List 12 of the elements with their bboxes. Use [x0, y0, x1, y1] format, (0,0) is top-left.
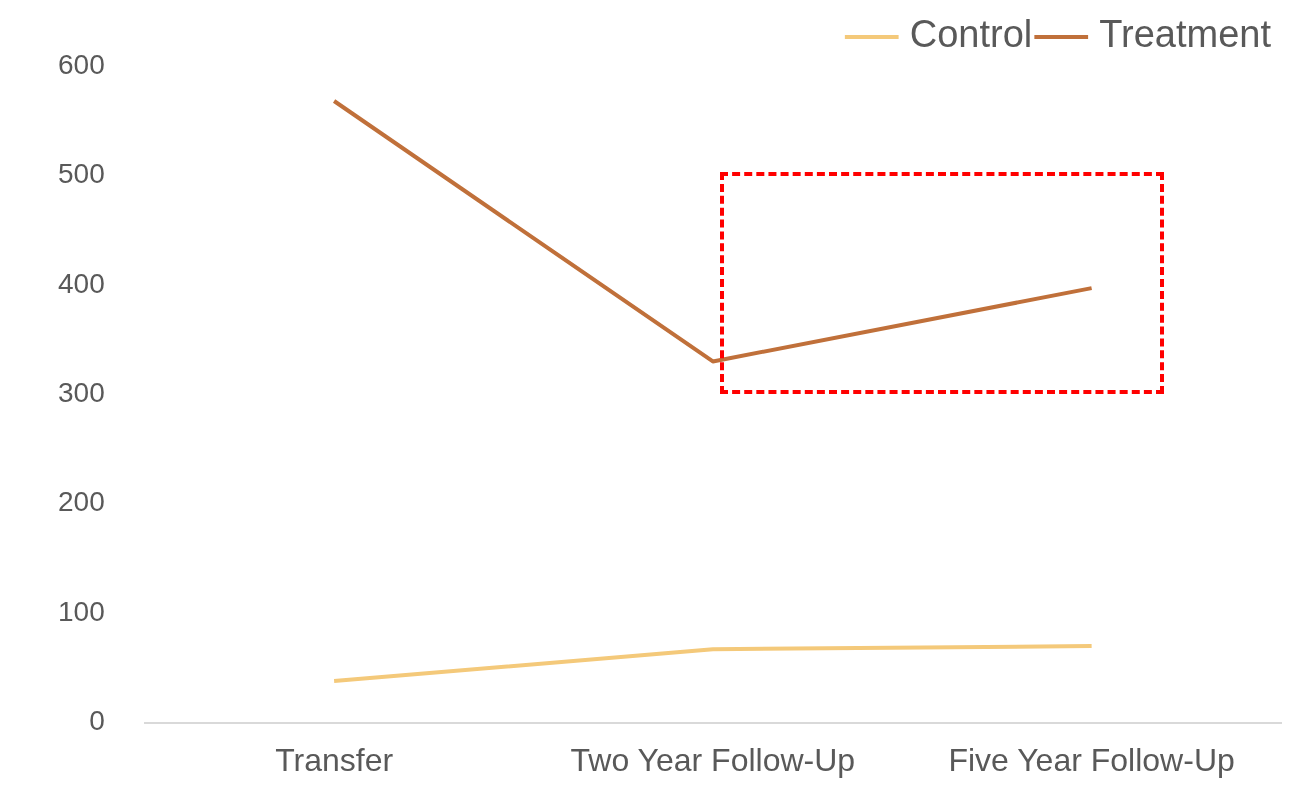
- y-tick-label: 100: [58, 595, 105, 627]
- y-tick-label: 400: [58, 267, 105, 299]
- y-tick-label: 200: [58, 486, 105, 518]
- x-tick-label: Transfer: [275, 741, 394, 778]
- x-tick-label: Two Year Follow-Up: [570, 741, 856, 778]
- legend-label: Control: [909, 13, 1033, 56]
- y-tick-label: 300: [58, 377, 105, 409]
- y-tick-label: 600: [58, 48, 105, 80]
- y-tick-label: 0: [89, 705, 105, 737]
- y-tick-label: 500: [58, 158, 105, 190]
- legend-label: Treatment: [1099, 13, 1272, 56]
- x-tick-label: Five Year Follow-Up: [948, 741, 1235, 778]
